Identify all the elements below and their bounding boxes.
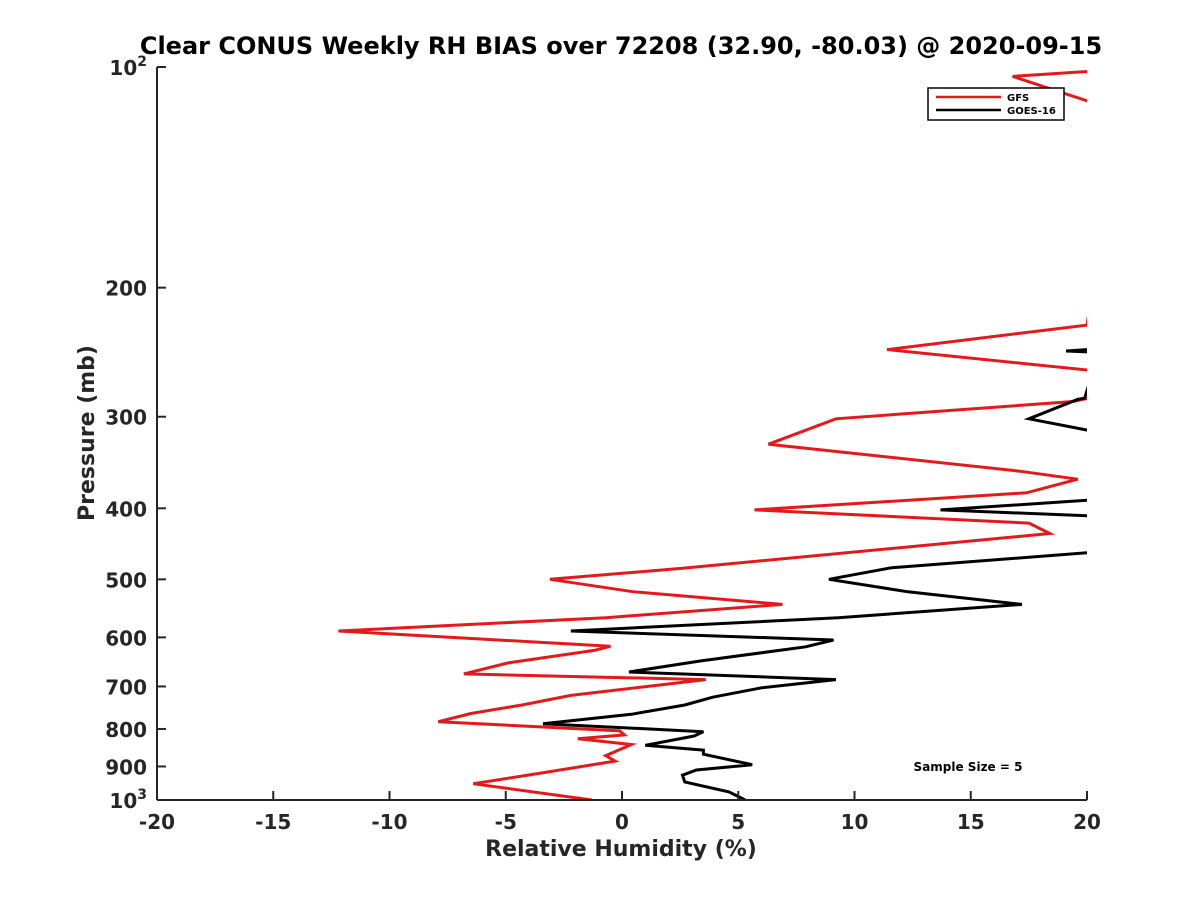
x-tick-label: -5 <box>495 810 517 834</box>
x-tick-label: -10 <box>371 810 407 834</box>
x-ticks: -20 -15 -10 -5 0 5 10 15 20 <box>139 791 1101 834</box>
y-tick-label: 800 <box>105 718 147 742</box>
y-axis-label: Pressure (mb) <box>75 345 100 521</box>
x-tick-label: 20 <box>1073 810 1101 834</box>
y-tick-label: 500 <box>105 568 147 592</box>
x-tick-label: -15 <box>255 810 291 834</box>
legend: GFS GOES-16 <box>927 87 1065 121</box>
legend-label-gfs: GFS <box>1007 93 1029 104</box>
series-line-gfs <box>338 70 1087 800</box>
y-tick-label: 103 <box>109 787 147 813</box>
x-tick-label: 10 <box>841 810 869 834</box>
chart-title: Clear CONUS Weekly RH BIAS over 72208 (3… <box>140 32 1102 60</box>
series-line-goes16 <box>542 348 1087 800</box>
sample-size-annotation: Sample Size = 5 <box>914 760 1023 774</box>
legend-box <box>927 87 1065 121</box>
y-tick-label: 102 <box>109 54 147 80</box>
legend-label-goes16: GOES-16 <box>1007 106 1056 117</box>
y-tick-label: 700 <box>105 675 147 699</box>
y-tick-label: 300 <box>105 406 147 430</box>
x-axis-label: Relative Humidity (%) <box>485 837 757 862</box>
y-tick-label: 400 <box>105 497 147 521</box>
y-ticks: 102 200 300 400 500 600 700 800 900 103 <box>105 54 166 813</box>
y-tick-label: 600 <box>105 626 147 650</box>
x-tick-label: 0 <box>615 810 629 834</box>
series-layer <box>338 70 1087 800</box>
x-tick-label: -20 <box>139 810 175 834</box>
x-tick-label: 15 <box>957 810 985 834</box>
y-tick-label: 900 <box>105 755 147 779</box>
x-tick-label: 5 <box>731 810 745 834</box>
y-tick-label: 200 <box>105 277 147 301</box>
